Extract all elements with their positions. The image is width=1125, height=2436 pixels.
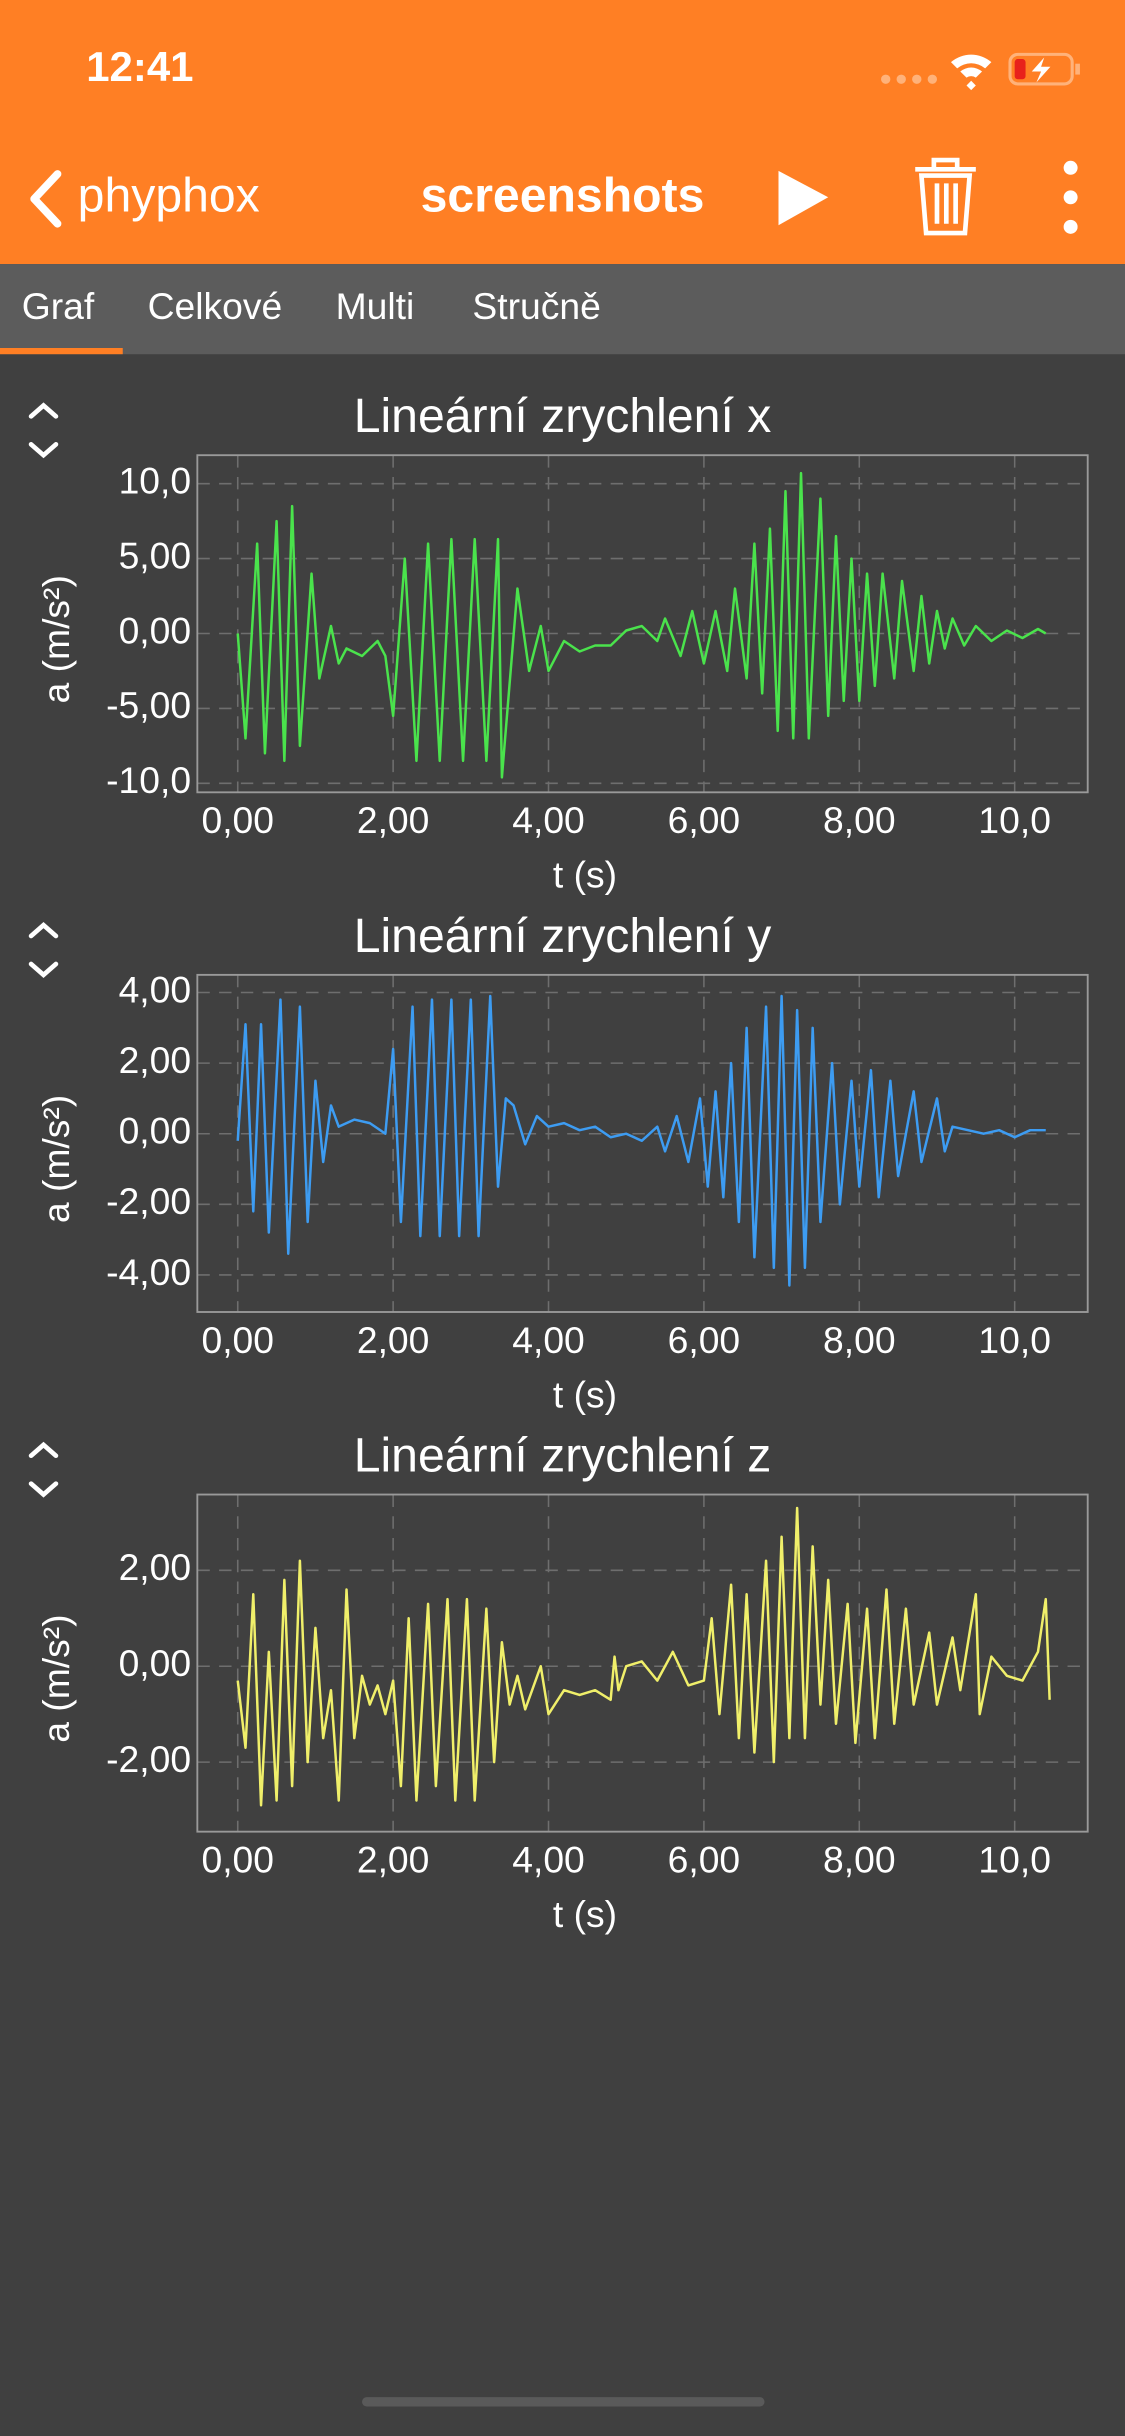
data-line — [236, 471, 1047, 779]
y-tick-label: 2,00 — [119, 1546, 192, 1588]
x-tick-label: 2,00 — [357, 1839, 430, 1881]
x-axis-label: t (s) — [553, 1373, 617, 1415]
x-tick-label: 4,00 — [512, 799, 585, 841]
y-tick-label: 2,00 — [119, 1039, 192, 1081]
x-tick-label: 0,00 — [201, 1319, 274, 1361]
x-tick-label: 6,00 — [668, 1319, 741, 1361]
x-tick-label: 10,0 — [978, 1319, 1051, 1361]
collapse-button[interactable] — [28, 402, 59, 459]
y-tick-label: 10,0 — [119, 460, 192, 502]
x-tick-label: 6,00 — [668, 799, 741, 841]
y-tick-label: 4,00 — [119, 968, 192, 1010]
back-label[interactable]: phyphox — [78, 169, 260, 223]
chart-title: Lineární zrychlení y — [354, 909, 772, 963]
x-tick-label: 2,00 — [357, 799, 430, 841]
tab[interactable]: Graf — [22, 285, 95, 327]
charts: Lineární zrychlení x 0,00 2,00 4,00 6,00 8,00… — [28, 389, 1089, 1935]
active-tab-indicator — [0, 348, 123, 355]
x-tick-label: 10,0 — [978, 799, 1051, 841]
y-tick-label: -4,00 — [106, 1251, 191, 1293]
tab[interactable]: Multi — [336, 285, 415, 327]
data-line — [236, 1506, 1051, 1807]
x-tick-label: 8,00 — [823, 1319, 896, 1361]
data-line — [236, 994, 1046, 1287]
tab[interactable]: Stručně — [472, 285, 600, 327]
status-icons — [881, 52, 1080, 91]
play-button[interactable] — [778, 170, 829, 226]
menu-button[interactable] — [1063, 160, 1078, 234]
nav-title: screenshots — [421, 169, 705, 223]
y-tick-label: 0,00 — [119, 1110, 192, 1152]
tabs: Graf Celkové Multi Stručně — [22, 285, 601, 327]
back-button[interactable]: phyphox — [30, 169, 260, 228]
chart-panel: Lineární zrychlení y 0,00 2,00 4,00 6,00 8,00… — [28, 909, 1089, 1415]
chart-title: Lineární zrychlení x — [354, 389, 772, 443]
chart-panel: Lineární zrychlení x 0,00 2,00 4,00 6,00 8,00… — [28, 389, 1089, 896]
x-tick-label: 8,00 — [823, 1839, 896, 1881]
x-tick-label: 4,00 — [512, 1319, 585, 1361]
x-tick-label: 4,00 — [512, 1839, 585, 1881]
collapse-button[interactable] — [28, 1441, 59, 1498]
x-tick-label: 2,00 — [357, 1319, 430, 1361]
plot-frame — [196, 973, 1089, 1313]
tab[interactable]: Celkové — [148, 285, 283, 327]
plot-frame — [196, 1493, 1089, 1833]
y-tick-label: -5,00 — [106, 684, 191, 726]
chart-title: Lineární zrychlení z — [354, 1429, 772, 1483]
x-axis-label: t (s) — [553, 1893, 617, 1935]
header — [0, 0, 1125, 265]
y-tick-label: -10,0 — [106, 759, 191, 801]
x-tick-label: 10,0 — [978, 1839, 1051, 1881]
y-axis-label: a (m/s²) — [35, 1095, 77, 1223]
collapse-button[interactable] — [28, 922, 59, 978]
y-axis-label: a (m/s²) — [35, 575, 77, 703]
x-tick-label: 0,00 — [201, 1839, 274, 1881]
home-indicator — [362, 2397, 765, 2407]
y-tick-label: -2,00 — [106, 1180, 191, 1222]
x-axis-label: t (s) — [553, 854, 617, 896]
plot-frame — [196, 454, 1089, 794]
delete-button[interactable] — [915, 157, 976, 236]
y-tick-label: 5,00 — [119, 534, 192, 576]
x-tick-label: 6,00 — [668, 1839, 741, 1881]
y-tick-label: -2,00 — [106, 1738, 191, 1780]
tab-bar — [0, 264, 1125, 355]
y-tick-label: 0,00 — [119, 1642, 192, 1684]
x-tick-label: 0,00 — [201, 799, 274, 841]
x-tick-label: 8,00 — [823, 799, 896, 841]
y-axis-label: a (m/s²) — [35, 1614, 77, 1742]
y-tick-label: 0,00 — [119, 609, 192, 651]
chart-panel: Lineární zrychlení z 0,00 2,00 4,00 6,00 8,00… — [28, 1429, 1089, 1935]
status-time: 12:41 — [86, 43, 193, 90]
